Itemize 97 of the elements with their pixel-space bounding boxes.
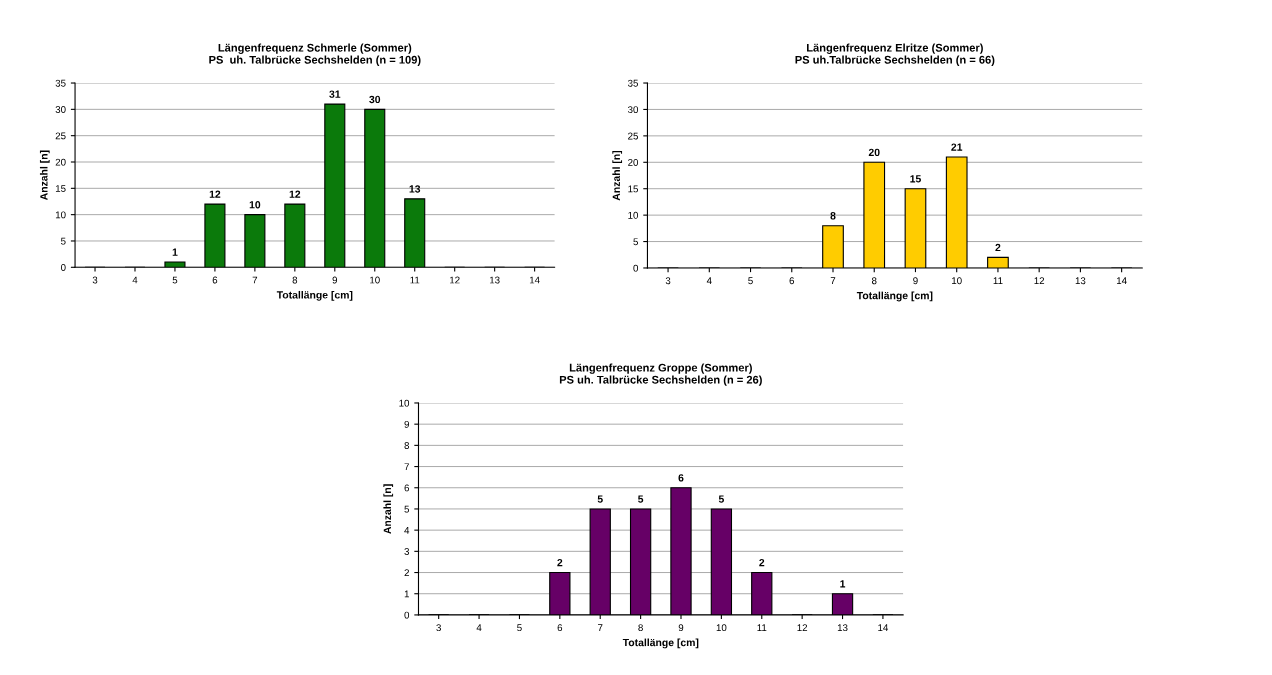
x-tick-label: 13 — [489, 276, 500, 284]
bar — [244, 214, 266, 268]
y-tick-label: 0 — [60, 264, 66, 271]
x-tick-label: 13 — [1075, 277, 1086, 285]
x-tick-label: 14 — [529, 276, 540, 284]
bar — [404, 198, 426, 268]
bar — [204, 203, 226, 268]
y-tick-label: 5 — [404, 505, 410, 513]
x-tick-label: 7 — [598, 624, 603, 631]
x-tick-label: 10 — [716, 624, 727, 632]
data-label: 13 — [409, 185, 421, 193]
x-tick-label: 3 — [665, 277, 671, 285]
x-tick-label: 7 — [830, 277, 836, 285]
data-label: 20 — [868, 148, 880, 157]
x-tick-label: 11 — [993, 277, 1003, 285]
data-label: 2 — [759, 558, 765, 567]
y-tick-label: 2 — [404, 569, 409, 577]
x-tick-label: 14 — [878, 624, 889, 631]
y-tick-label: 10 — [55, 211, 66, 219]
chart-title: Längenfrequenz Groppe (Sommer) PS uh. Talbrücke Sechshelden (n = 26) — [559, 363, 762, 386]
x-tick-label: 9 — [913, 277, 918, 285]
y-tick-label: 7 — [404, 463, 409, 471]
x-tick-label: 5 — [172, 276, 178, 284]
data-label: 21 — [951, 143, 963, 151]
x-tick-label: 5 — [748, 277, 753, 285]
data-label: 1 — [172, 248, 178, 256]
x-tick-label: 14 — [1116, 277, 1127, 285]
y-tick-label: 15 — [628, 185, 639, 193]
data-label: 10 — [249, 201, 261, 209]
x-axis-title: Totallänge [cm] — [276, 290, 353, 301]
data-label: 30 — [369, 95, 381, 104]
y-tick-label: 1 — [404, 590, 409, 598]
x-tick-label: 4 — [706, 277, 712, 285]
data-label: 8 — [830, 212, 836, 220]
x-tick-label: 6 — [212, 276, 218, 284]
y-axis-title: Anzahl [n] — [612, 150, 623, 201]
y-tick-label: 5 — [61, 237, 66, 245]
y-tick-label: 0 — [633, 264, 639, 272]
y-tick-label: 4 — [404, 526, 410, 534]
data-label: 15 — [910, 175, 921, 183]
y-tick-label: 30 — [627, 106, 639, 114]
y-tick-label: 35 — [627, 79, 639, 87]
x-tick-label: 12 — [797, 624, 808, 631]
x-tick-label: 7 — [252, 276, 258, 284]
y-tick-label: 0 — [404, 611, 410, 619]
data-label: 5 — [597, 495, 603, 503]
y-tick-label: 20 — [55, 158, 66, 166]
bar — [164, 261, 186, 268]
y-tick-label: 6 — [404, 484, 410, 492]
x-tick-label: 8 — [292, 276, 298, 284]
y-tick-label: 10 — [628, 211, 639, 219]
y-tick-label: 25 — [628, 132, 639, 140]
y-tick-label: 15 — [55, 185, 66, 192]
bar — [324, 103, 346, 268]
x-tick-label: 6 — [789, 277, 795, 285]
data-label: 12 — [209, 190, 221, 198]
x-tick-label: 13 — [837, 624, 848, 632]
x-axis-title: Totallänge [cm] — [622, 638, 699, 649]
data-label: 2 — [557, 558, 563, 567]
x-tick-label: 10 — [370, 276, 380, 284]
x-tick-label: 4 — [132, 276, 138, 284]
y-axis-title: Anzahl [n] — [383, 484, 394, 534]
x-tick-label: 4 — [476, 624, 482, 631]
data-label: 5 — [718, 495, 724, 503]
bar — [284, 203, 306, 268]
x-tick-label: 12 — [450, 276, 460, 284]
y-tick-label: 10 — [399, 399, 410, 407]
x-tick-label: 9 — [678, 624, 684, 632]
y-tick-label: 30 — [55, 106, 66, 113]
y-tick-label: 20 — [628, 159, 639, 166]
data-label: 1 — [840, 580, 846, 588]
y-axis-title: Anzahl [n] — [39, 150, 50, 201]
data-label: 12 — [289, 190, 301, 198]
x-tick-label: 6 — [557, 624, 563, 632]
y-tick-label: 3 — [404, 548, 410, 555]
y-tick-label: 8 — [404, 442, 410, 449]
x-tick-label: 11 — [410, 276, 420, 284]
x-tick-label: 8 — [871, 277, 877, 285]
bar — [364, 108, 386, 268]
data-label: 31 — [329, 90, 341, 98]
x-tick-label: 5 — [517, 624, 522, 632]
x-tick-label: 3 — [436, 624, 441, 632]
y-tick-label: 5 — [633, 238, 639, 246]
x-tick-label: 10 — [952, 277, 962, 285]
x-tick-label: 9 — [332, 276, 338, 284]
chart-title: Längenfrequenz Elritze (Sommer) PS uh.Talbrücke Sechshelden (n = 66) — [795, 43, 995, 66]
y-tick-label: 9 — [404, 420, 409, 428]
x-tick-label: 12 — [1034, 277, 1045, 285]
data-label: 6 — [678, 474, 684, 482]
data-label: 5 — [638, 495, 644, 503]
y-tick-label: 25 — [55, 132, 66, 140]
data-label: 2 — [995, 243, 1001, 252]
x-tick-label: 3 — [92, 276, 98, 284]
x-tick-label: 11 — [757, 624, 767, 631]
y-tick-label: 35 — [55, 79, 66, 87]
x-axis-title: Totallänge [cm] — [856, 291, 933, 302]
chart-title: Längenfrequenz Schmerle (Sommer) PS uh. Talbrücke Sechshelden (n = 109) — [209, 43, 421, 66]
